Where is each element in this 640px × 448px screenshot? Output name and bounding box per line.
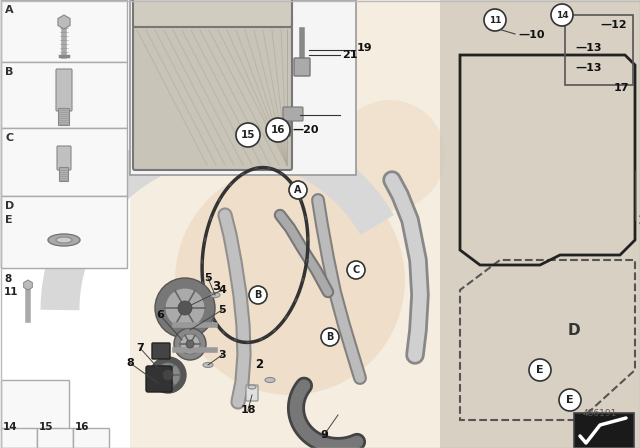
Text: D: D (568, 323, 580, 337)
Text: C: C (353, 265, 360, 275)
Bar (0, 0, 128, 268)
Circle shape (236, 123, 260, 147)
Text: 16: 16 (271, 125, 285, 135)
Text: 21: 21 (342, 50, 358, 60)
Text: 19: 19 (357, 43, 372, 53)
Text: D: D (5, 201, 14, 211)
FancyBboxPatch shape (246, 385, 258, 401)
FancyBboxPatch shape (1, 62, 127, 128)
Ellipse shape (210, 293, 220, 297)
Ellipse shape (56, 237, 72, 243)
Circle shape (155, 278, 215, 338)
Text: 3: 3 (218, 350, 226, 360)
FancyBboxPatch shape (283, 107, 303, 121)
Circle shape (559, 389, 581, 411)
Text: 5: 5 (218, 305, 226, 315)
Text: 5: 5 (204, 273, 212, 283)
FancyBboxPatch shape (1, 196, 127, 268)
FancyBboxPatch shape (1, 0, 127, 62)
Text: E: E (536, 365, 544, 375)
FancyBboxPatch shape (1, 428, 37, 448)
Text: 11: 11 (489, 16, 501, 25)
Text: A: A (5, 5, 13, 15)
Text: E: E (566, 395, 574, 405)
Text: —20: —20 (292, 125, 319, 135)
Text: 15: 15 (39, 422, 54, 432)
Circle shape (174, 328, 206, 360)
Circle shape (529, 359, 551, 381)
Ellipse shape (203, 362, 213, 367)
FancyBboxPatch shape (574, 413, 634, 448)
Text: 14: 14 (3, 422, 18, 432)
FancyBboxPatch shape (152, 343, 170, 359)
FancyBboxPatch shape (133, 18, 292, 170)
Text: 14: 14 (556, 10, 568, 20)
FancyBboxPatch shape (57, 146, 71, 170)
Circle shape (335, 100, 445, 210)
Text: 7: 7 (136, 343, 144, 353)
FancyBboxPatch shape (277, 122, 291, 136)
Circle shape (266, 118, 290, 142)
Circle shape (163, 370, 173, 380)
Ellipse shape (248, 385, 256, 389)
Circle shape (321, 328, 339, 346)
FancyBboxPatch shape (130, 0, 356, 175)
Circle shape (178, 301, 192, 315)
Text: B: B (254, 290, 262, 300)
FancyBboxPatch shape (1, 380, 69, 430)
Circle shape (484, 9, 506, 31)
Text: 3: 3 (212, 280, 220, 293)
Circle shape (156, 363, 180, 387)
Text: 15: 15 (241, 130, 255, 140)
Bar (440, 0, 640, 448)
Text: A: A (294, 185, 301, 195)
Text: 1: 1 (638, 214, 640, 227)
Text: —13: —13 (575, 63, 602, 73)
Text: —13: —13 (575, 43, 602, 53)
Text: 17: 17 (614, 83, 630, 93)
Text: 4: 4 (218, 285, 226, 295)
FancyBboxPatch shape (73, 428, 109, 448)
Text: 486191: 486191 (583, 409, 617, 418)
FancyBboxPatch shape (1, 128, 127, 196)
FancyBboxPatch shape (58, 108, 70, 125)
FancyBboxPatch shape (37, 428, 73, 448)
Circle shape (289, 181, 307, 199)
Text: 11: 11 (4, 287, 19, 297)
Text: 8: 8 (4, 274, 12, 284)
Text: C: C (5, 133, 13, 143)
FancyBboxPatch shape (56, 69, 72, 111)
Circle shape (180, 334, 200, 354)
FancyBboxPatch shape (60, 168, 68, 181)
Text: 9: 9 (320, 430, 328, 440)
Circle shape (175, 165, 405, 395)
Circle shape (186, 340, 194, 348)
Text: —10: —10 (518, 30, 545, 40)
Text: B: B (326, 332, 333, 342)
Circle shape (347, 261, 365, 279)
Text: B: B (5, 67, 13, 77)
Circle shape (165, 288, 205, 328)
FancyBboxPatch shape (133, 0, 292, 27)
FancyBboxPatch shape (146, 366, 172, 392)
Text: 16: 16 (75, 422, 90, 432)
Text: —12: —12 (600, 20, 627, 30)
Text: 2: 2 (255, 358, 263, 371)
Circle shape (551, 4, 573, 26)
Circle shape (150, 357, 186, 393)
Ellipse shape (265, 378, 275, 383)
Ellipse shape (48, 234, 80, 246)
FancyBboxPatch shape (294, 58, 310, 76)
Text: E: E (5, 215, 13, 225)
Text: 18: 18 (240, 405, 256, 415)
Circle shape (249, 286, 267, 304)
Text: 6: 6 (156, 310, 164, 320)
Bar (130, 0, 640, 448)
Text: 8: 8 (126, 358, 134, 368)
